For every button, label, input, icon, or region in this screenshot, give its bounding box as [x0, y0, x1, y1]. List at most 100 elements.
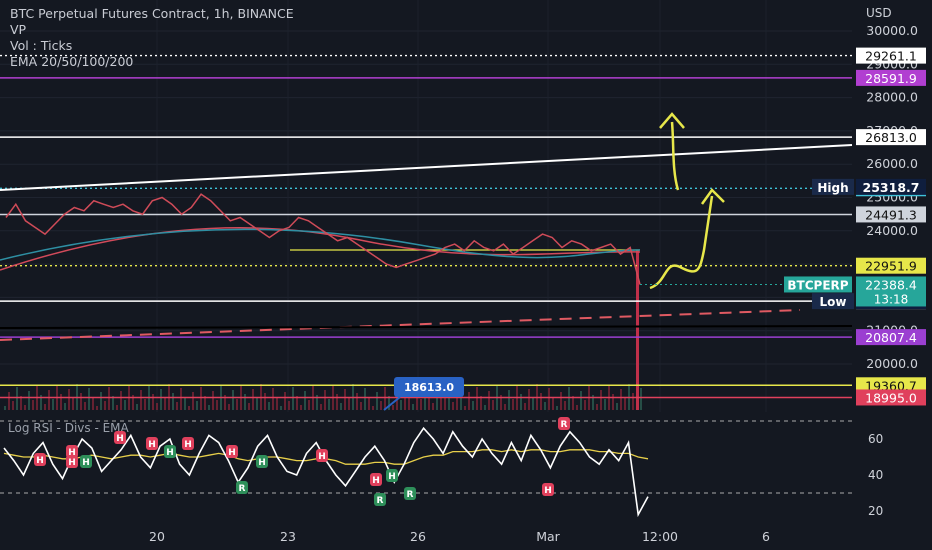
divergence-marker — [146, 437, 158, 450]
volume-bar — [492, 400, 494, 410]
volume-bar — [400, 400, 402, 410]
volume-bar — [432, 403, 434, 410]
volume-bar — [108, 387, 110, 410]
volume-bar — [464, 406, 466, 410]
volume-bar — [160, 389, 162, 410]
countdown-label: 13:18 — [874, 292, 909, 306]
divergence-marker — [316, 449, 328, 462]
price-tick-label: 20000.0 — [866, 356, 918, 371]
volume-bar — [372, 406, 374, 410]
volume-bar — [552, 397, 554, 410]
volume-bar — [388, 396, 390, 410]
volume-bar — [100, 392, 102, 410]
volume-bar — [360, 402, 362, 410]
volume-bar — [28, 391, 30, 410]
volume-bar — [428, 394, 430, 410]
rsi-tick-label: 40 — [868, 468, 883, 482]
volume-bar — [436, 389, 438, 410]
divergence-marker — [374, 493, 386, 506]
volume-bar — [528, 389, 530, 410]
divergence-marker — [226, 445, 238, 458]
volume-bar — [512, 399, 514, 410]
divergence-marker — [66, 445, 78, 458]
volume-bar — [612, 394, 614, 410]
x-tick-label: 26 — [410, 529, 426, 544]
divergence-marker — [558, 417, 570, 430]
volume-bar — [164, 398, 166, 410]
volume-bar — [8, 392, 10, 410]
volume-bar — [460, 397, 462, 410]
volume-bar — [520, 394, 522, 410]
volume-bar — [456, 388, 458, 410]
divergence-label: H — [228, 448, 236, 458]
volume-bar — [412, 404, 414, 410]
volume-bar — [112, 396, 114, 410]
volume-bar — [472, 401, 474, 410]
volume-bar — [72, 398, 74, 410]
level-badge — [856, 377, 926, 394]
price-tick-label: 30000.0 — [866, 23, 918, 38]
divergence-marker — [164, 445, 176, 458]
divergence-marker — [114, 431, 126, 444]
symbol-tag — [784, 276, 852, 293]
volume-bar — [632, 393, 634, 410]
divergence-label: H — [318, 452, 326, 462]
volume-bar — [200, 387, 202, 410]
divergence-label: H — [68, 458, 76, 468]
level-badge — [856, 69, 926, 86]
volume-bar — [640, 388, 642, 410]
callout-label: 18613.0 — [404, 381, 454, 394]
divergence-label: H — [258, 458, 266, 468]
x-tick-label: 20 — [149, 529, 165, 544]
callout-box — [394, 377, 464, 397]
divergence-label: R — [561, 420, 568, 430]
ema-20-line — [0, 227, 641, 271]
volume-bar — [564, 401, 566, 410]
volume-bar — [304, 391, 306, 410]
volume-bar — [144, 399, 146, 410]
marker-tag — [812, 293, 854, 310]
level-badge-label: 26813.0 — [865, 130, 917, 145]
volume-bar — [256, 398, 258, 410]
volume-bar — [184, 397, 186, 410]
volume-bar — [172, 393, 174, 410]
volume-bar — [68, 389, 70, 410]
indicator-vp[interactable]: VP — [10, 22, 27, 37]
volume-bar — [340, 403, 342, 410]
upper-projection-path — [670, 121, 680, 191]
currency-label: USD — [866, 6, 892, 20]
volume-bar — [4, 406, 6, 410]
last-price-label: 22388.4 — [865, 277, 917, 292]
price-badges: 18613.029261.128591.926813.025277.124491… — [383, 47, 926, 411]
level-badge-label: 18995.0 — [865, 390, 917, 405]
volume-spike — [636, 250, 639, 410]
volume-bar — [508, 390, 510, 410]
marker-tag-label: High — [817, 181, 848, 195]
volume-bar — [272, 388, 274, 410]
indicator-volume[interactable]: Vol : Ticks — [10, 38, 73, 53]
indicator-ema[interactable]: EMA 20/50/100/200 — [10, 54, 134, 69]
price-tick-label: 24000.0 — [866, 223, 918, 238]
divergence-marker — [80, 455, 92, 468]
volume-bar — [452, 402, 454, 410]
volume-bar — [604, 399, 606, 410]
volume-bar — [20, 396, 22, 410]
x-tick-label: 23 — [280, 529, 296, 544]
volume-bar — [484, 405, 486, 410]
projection-arrowhead — [700, 188, 725, 205]
level-badge-label: 29261.1 — [865, 49, 917, 64]
volume-bar — [320, 404, 322, 410]
volume-bar — [548, 388, 550, 410]
volume-bar — [540, 393, 542, 410]
volume-bar — [140, 390, 142, 410]
volume-bar — [192, 392, 194, 410]
volume-bar — [584, 400, 586, 410]
volume-bar — [276, 397, 278, 410]
volume-bar — [348, 398, 350, 410]
volume-bar — [252, 389, 254, 410]
volume-bar — [208, 405, 210, 410]
x-axis: 20 23 26 Mar 12:00 6 — [0, 522, 932, 550]
volume-bar — [592, 395, 594, 410]
rsi-tick-label: 20 — [868, 504, 883, 518]
